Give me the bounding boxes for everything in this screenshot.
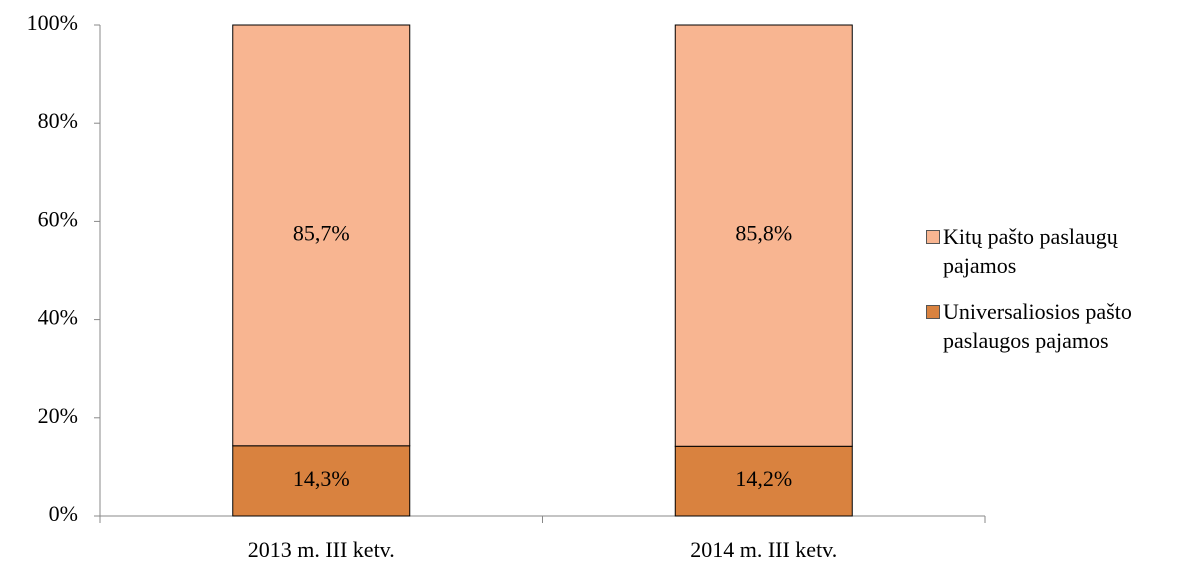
legend: Kitų pašto paslaugų pajamos Universaliosi… — [926, 222, 1184, 372]
legend-label: Universaliosios pašto paslaugos pajamos — [943, 299, 1132, 353]
data-label: 14,3% — [293, 466, 350, 491]
y-tick-label: 60% — [38, 206, 78, 231]
y-tick-label: 20% — [38, 403, 78, 428]
legend-swatch — [926, 305, 940, 319]
legend-swatch — [926, 230, 940, 244]
bar-segment — [674, 24, 853, 447]
data-label: 85,8% — [735, 221, 792, 246]
bar-segment — [232, 24, 411, 447]
x-tick-label: 2014 m. III ketv. — [690, 537, 837, 558]
x-tick-label: 2013 m. III ketv. — [248, 537, 395, 558]
y-tick-label: 40% — [38, 305, 78, 330]
bar-segment — [674, 445, 853, 517]
y-tick-label: 0% — [49, 501, 78, 526]
legend-entry: Kitų pašto paslaugų pajamos — [926, 222, 1184, 280]
legend-entry: Universaliosios pašto paslaugos pajamos — [926, 297, 1184, 355]
y-tick-label: 80% — [38, 108, 78, 133]
legend-label: Kitų pašto paslaugų pajamos — [943, 224, 1118, 278]
y-tick-label: 100% — [27, 10, 78, 35]
bar-segment — [232, 445, 411, 517]
data-label: 85,7% — [293, 220, 350, 245]
data-label: 14,2% — [735, 466, 792, 491]
